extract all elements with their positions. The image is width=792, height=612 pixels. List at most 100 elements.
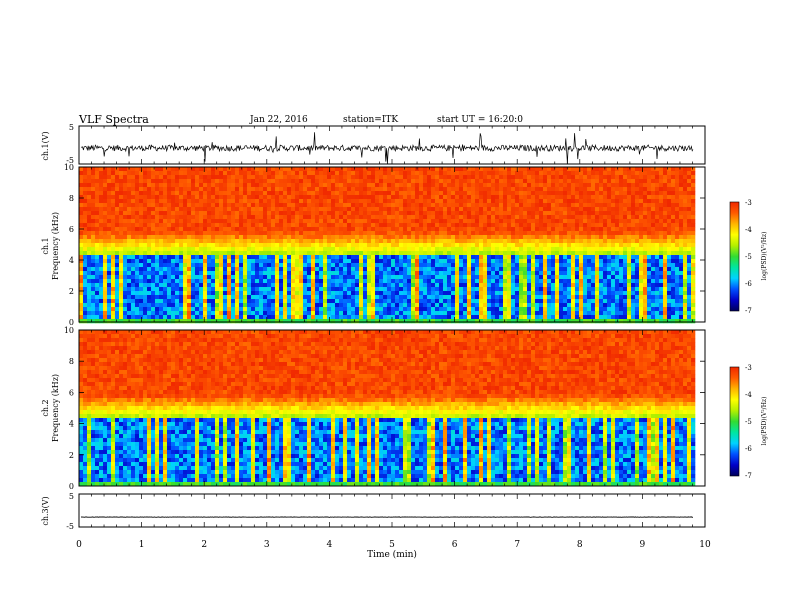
spectrogram-cell [91, 255, 96, 260]
spectrogram-cell [203, 311, 208, 316]
spectrogram-cell [347, 267, 352, 272]
spectrogram-cell [127, 283, 132, 288]
spectrogram-cell [439, 283, 444, 288]
spectrogram-cell [351, 243, 356, 248]
spectrogram-cell [207, 211, 212, 216]
spectrogram-cell [475, 199, 480, 204]
spectrogram-cell [463, 207, 468, 212]
spectrogram-cell [171, 275, 176, 280]
spectrogram-cell [231, 251, 236, 256]
spectrogram-cell [227, 279, 232, 284]
spectrogram-cell [383, 259, 388, 264]
spectrogram-cell [355, 275, 360, 280]
spectrogram-cell [235, 235, 240, 240]
spectrogram-cell [563, 255, 568, 260]
spectrogram-cell [171, 171, 176, 176]
spectrogram-cell [395, 171, 400, 176]
spectrogram-cell [531, 207, 536, 212]
spectrogram-cell [387, 243, 392, 248]
spectrogram-cell [163, 243, 168, 248]
spectrogram-cell [567, 203, 572, 208]
spectrogram-cell [331, 243, 336, 248]
spectrogram-cell [275, 211, 280, 216]
spectrogram-cell [267, 179, 272, 184]
spectrogram-cell [163, 319, 168, 324]
spectrogram-cell [423, 187, 428, 192]
spectrogram-cell [243, 235, 248, 240]
spectrogram-cell [223, 227, 228, 232]
spectrogram-cell [543, 171, 548, 176]
spectrogram-cell [239, 215, 244, 220]
spectrogram-cell [451, 319, 456, 324]
spectrogram-cell [379, 215, 384, 220]
spectrogram-cell [411, 191, 416, 196]
spectrogram-cell [191, 275, 196, 280]
spectrogram-cell [83, 167, 88, 172]
spectrogram-cell [547, 167, 552, 172]
spectrogram-cell [335, 271, 340, 276]
spectrogram-cell [355, 243, 360, 248]
spectrogram-cell [187, 243, 192, 248]
spectrogram-cell [495, 215, 500, 220]
spectrogram-cell [519, 191, 524, 196]
spectrogram-cell [383, 227, 388, 232]
spectrogram-cell [543, 259, 548, 264]
spectrogram-cell [523, 263, 528, 268]
spectrogram-cell [455, 283, 460, 288]
spectrogram-cell [175, 287, 180, 292]
spectrogram-cell [223, 319, 228, 324]
spectrogram-cell [147, 311, 152, 316]
spectrogram-cell [143, 275, 148, 280]
spectrogram-cell [471, 207, 476, 212]
spectrogram-cell [263, 267, 268, 272]
spectrogram-cell [91, 203, 96, 208]
spectrogram-cell [211, 207, 216, 212]
spectrogram-cell [435, 215, 440, 220]
spectrogram-cell [563, 243, 568, 248]
spectrogram-cell [119, 315, 124, 320]
spectrogram-cell [495, 211, 500, 216]
spectrogram-cell [451, 195, 456, 200]
spectrogram-cell [539, 235, 544, 240]
spectrogram-cell [271, 187, 276, 192]
spectrogram-cell [439, 271, 444, 276]
spectrogram-cell [263, 243, 268, 248]
spectrogram-cell [451, 255, 456, 260]
spectrogram-cell [303, 223, 308, 228]
spectrogram-cell [219, 171, 224, 176]
spectrogram-cell [379, 251, 384, 256]
spectrogram-cell [167, 223, 172, 228]
spectrogram-cell [103, 223, 108, 228]
spectrogram-cell [303, 247, 308, 252]
spectrogram-cell [307, 291, 312, 296]
spectrogram-cell [307, 287, 312, 292]
spectrogram-cell [151, 263, 156, 268]
spectrogram-cell [567, 239, 572, 244]
spectrogram-cell [467, 251, 472, 256]
spectrogram-cell [343, 243, 348, 248]
spectrogram-cell [295, 283, 300, 288]
spectrogram-cell [159, 203, 164, 208]
spectrogram-cell [163, 219, 168, 224]
spectrogram-cell [571, 307, 576, 312]
spectrogram-cell [535, 319, 540, 324]
spectrogram-cell [215, 279, 220, 284]
spectrogram-cell [359, 195, 364, 200]
spectrogram-cell [575, 263, 580, 268]
spectrogram-cell [459, 215, 464, 220]
spectrogram-cell [419, 231, 424, 236]
spectrogram-cell [107, 279, 112, 284]
spectrogram-cell [367, 295, 372, 300]
spectrogram-cell [111, 299, 116, 304]
spectrogram-cell [263, 275, 268, 280]
spectrogram-cell [487, 227, 492, 232]
spectrogram-cell [303, 187, 308, 192]
spectrogram-cell [219, 295, 224, 300]
spectrogram-cell [403, 303, 408, 308]
spectrogram-cell [503, 239, 508, 244]
spectrogram-cell [523, 259, 528, 264]
spectrogram-cell [315, 203, 320, 208]
spectrogram-cell [159, 259, 164, 264]
spectrogram-cell [387, 179, 392, 184]
spectrogram-cell [543, 243, 548, 248]
